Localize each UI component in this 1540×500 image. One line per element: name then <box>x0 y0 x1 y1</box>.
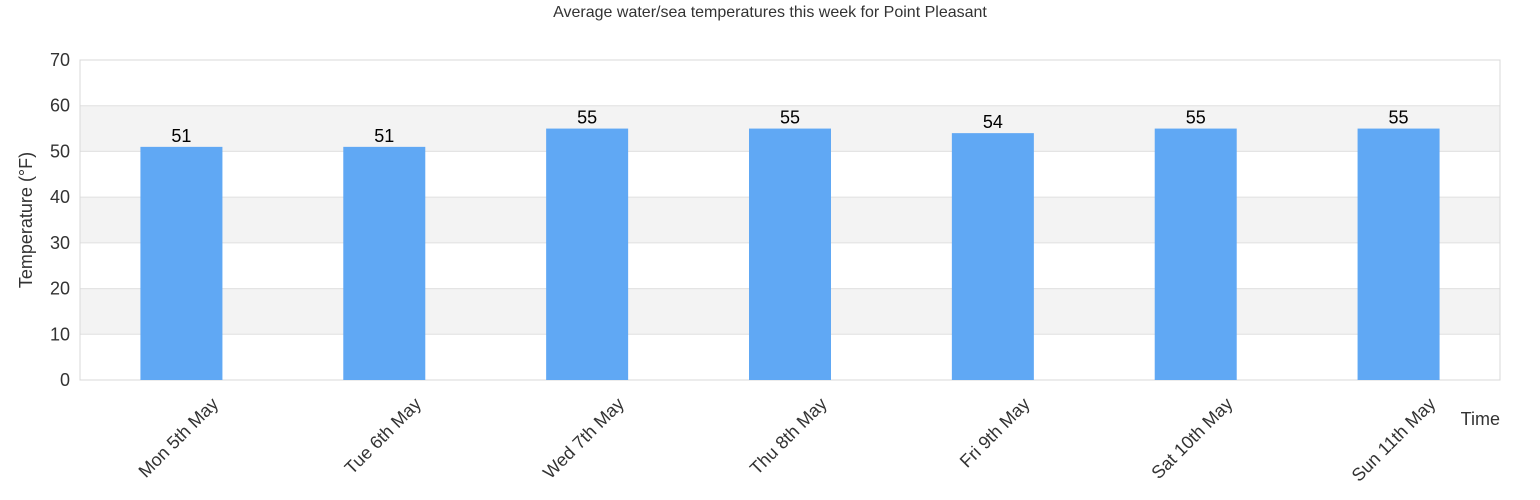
x-axis-label: Time <box>1461 409 1500 429</box>
y-axis-label: Temperature (°F) <box>16 152 36 288</box>
data-label: 51 <box>374 126 394 146</box>
bar <box>951 133 1034 380</box>
data-labels: 51 51 55 55 54 55 55 <box>171 108 1408 146</box>
data-label: 55 <box>1389 108 1409 128</box>
bar <box>1357 128 1440 380</box>
x-tick-label: Tue 6th May <box>341 394 425 478</box>
bar <box>749 128 831 380</box>
bar <box>140 146 223 380</box>
y-tick-label: 10 <box>50 324 70 344</box>
y-axis-ticks: 0 10 20 30 40 50 60 70 <box>50 50 70 390</box>
y-tick-label: 60 <box>50 96 70 116</box>
x-tick-label: Fri 9th May <box>956 394 1034 472</box>
data-label: 55 <box>1186 108 1206 128</box>
x-tick-label: Thu 8th May <box>746 394 831 479</box>
x-tick-label: Mon 5th May <box>135 394 223 482</box>
bar <box>546 128 629 380</box>
y-tick-label: 50 <box>50 141 70 161</box>
y-tick-label: 0 <box>60 370 70 390</box>
x-tick-label: Wed 7th May <box>539 394 628 483</box>
x-tick-label: Sun 11th May <box>1348 394 1440 486</box>
y-tick-label: 30 <box>50 233 70 253</box>
y-tick-label: 40 <box>50 187 70 207</box>
y-tick-label: 70 <box>50 50 70 70</box>
bars <box>140 128 1440 380</box>
chart-title: Average water/sea temperatures this week… <box>553 4 987 21</box>
x-axis-ticks: Mon 5th May Tue 6th May Wed 7th May Thu 8th… <box>135 394 1440 486</box>
bar <box>343 146 426 380</box>
data-label: 51 <box>171 126 191 146</box>
data-label: 54 <box>983 112 1003 132</box>
x-tick-label: Sat 10th May <box>1147 394 1236 483</box>
y-tick-label: 20 <box>50 279 70 299</box>
data-label: 55 <box>577 108 597 128</box>
bar <box>1154 128 1237 380</box>
data-label: 55 <box>780 108 800 128</box>
